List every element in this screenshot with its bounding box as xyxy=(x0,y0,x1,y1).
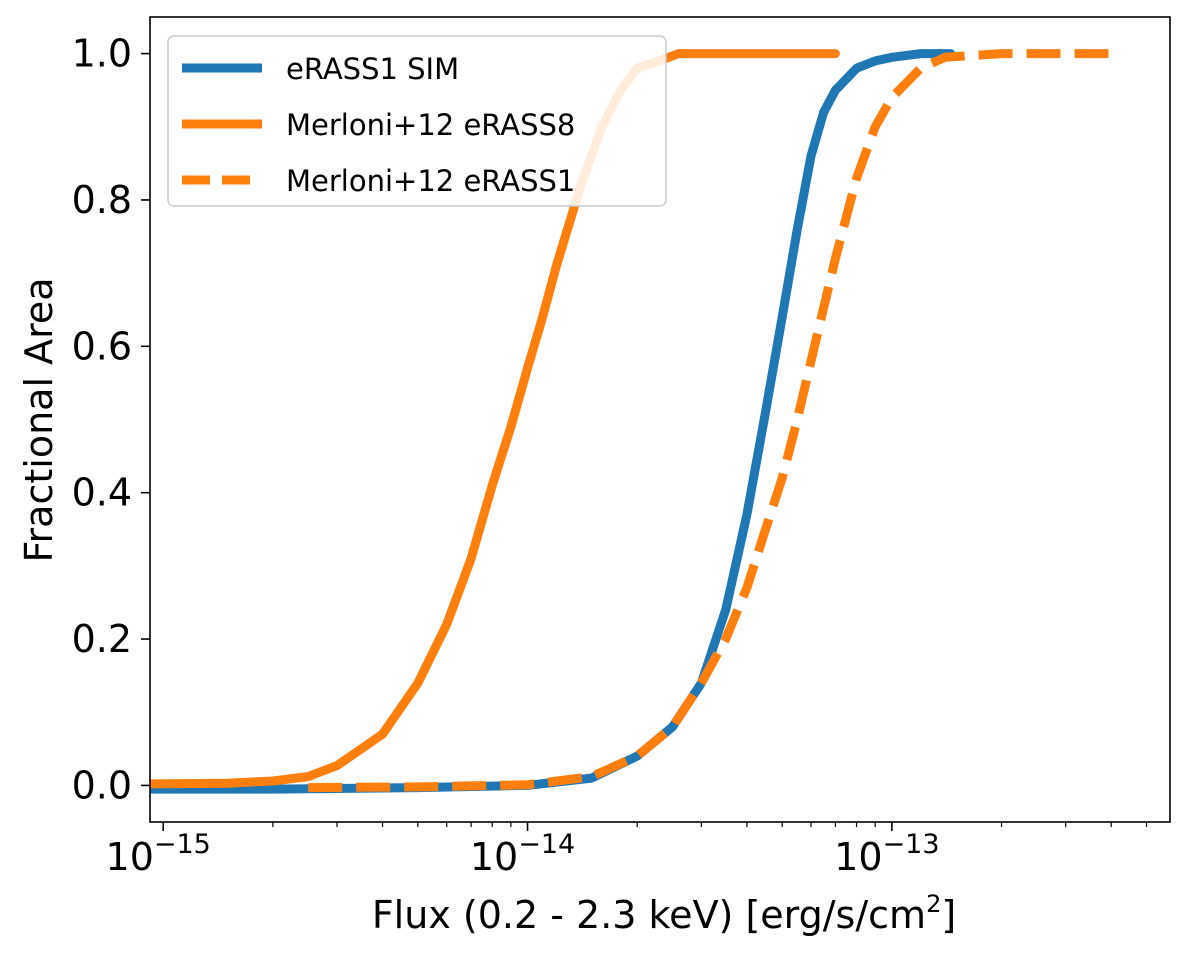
legend-entries: eRASS1 SIM Merloni+12 eRASS8 Merloni+12 eR… xyxy=(182,52,575,198)
ticks-layer xyxy=(141,52,1148,831)
x-tick-label: 10−14 xyxy=(470,829,575,879)
y-tick-label: 1.0 xyxy=(72,32,132,76)
y-tick-label: 0.8 xyxy=(72,178,132,222)
x-axis-label-tail: ] xyxy=(941,893,956,937)
y-tick-label: 0.4 xyxy=(72,471,132,515)
x-tick-label: 10−13 xyxy=(834,829,939,879)
x-axis-label-sup: 2 xyxy=(926,890,941,918)
series-line-merloni-12-erass1 xyxy=(308,49,1112,793)
legend-box xyxy=(167,35,667,207)
legend-label: eRASS1 SIM xyxy=(286,52,459,86)
y-axis-label: Fractional Area xyxy=(17,277,61,562)
y-tick-label: 0.0 xyxy=(72,763,132,807)
plot-frame xyxy=(149,16,1171,823)
x-axis-label: Flux (0.2 - 2.3 keV) [erg/s/cm2] xyxy=(372,890,956,937)
y-tick-label: 0.6 xyxy=(72,324,132,368)
x-tick-label: 10−15 xyxy=(106,829,211,879)
x-axis-label-main: Flux (0.2 - 2.3 keV) [erg/s/cm xyxy=(372,893,926,937)
tick-labels-layer: 0.0 0.2 0.4 0.6 0.8 1.0 10−15 10−14 10−13 xyxy=(72,32,940,879)
legend-label: Merloni+12 eRASS8 xyxy=(286,108,575,142)
legend-label: Merloni+12 eRASS1 xyxy=(286,164,575,198)
y-tick-label: 0.2 xyxy=(72,617,132,661)
legend: eRASS1 SIM Merloni+12 eRASS8 Merloni+12 eR… xyxy=(167,35,667,207)
